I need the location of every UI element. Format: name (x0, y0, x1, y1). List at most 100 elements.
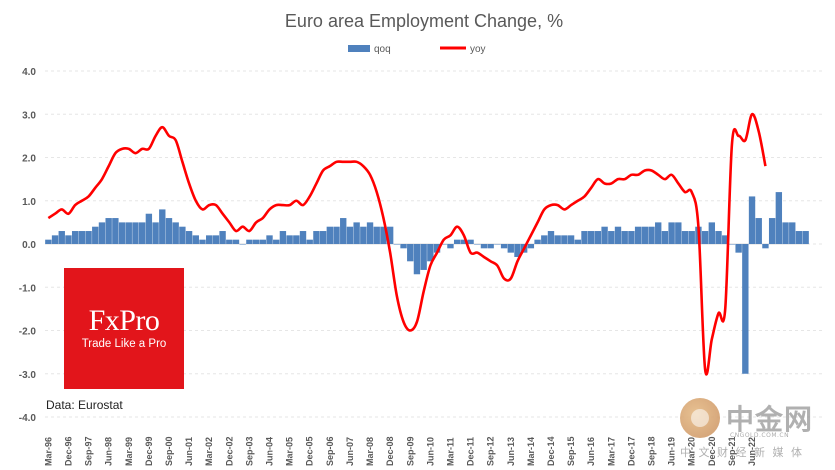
qoq-bar (655, 222, 662, 245)
qoq-bar (507, 244, 514, 253)
qoq-bar (782, 222, 789, 245)
qoq-bar (145, 213, 153, 244)
qoq-bar (789, 222, 796, 245)
qoq-bar (420, 244, 427, 270)
qoq-bar (527, 244, 535, 249)
x-tick-label: Sep-12 (486, 436, 496, 466)
x-tick-label: Dec-08 (385, 436, 395, 466)
logo-brand: FxPro (88, 304, 160, 337)
fxpro-logo: FxPro Trade Like a Pro (64, 268, 184, 389)
qoq-bar (373, 226, 380, 244)
x-tick-label: Sep-18 (647, 436, 657, 466)
qoq-bar (500, 244, 508, 249)
qoq-bar (768, 218, 776, 244)
qoq-bar (78, 231, 86, 244)
qoq-bar (735, 244, 742, 253)
x-tick-label: Dec-20 (707, 436, 717, 466)
y-tick-label: -2.0 (19, 327, 37, 338)
qoq-bar (299, 231, 307, 244)
qoq-bar (762, 244, 769, 249)
y-tick-label: 3.0 (22, 110, 36, 121)
qoq-bar (722, 235, 729, 244)
qoq-bar (92, 226, 99, 244)
x-tick-label: Sep-09 (405, 436, 415, 466)
qoq-bar (179, 226, 186, 244)
qoq-bar (400, 244, 407, 249)
qoq-bar (480, 244, 488, 249)
qoq-bar (273, 239, 280, 244)
qoq-bar (514, 244, 521, 257)
qoq-bar (226, 239, 233, 244)
qoq-bar (594, 231, 602, 244)
coin-icon (680, 398, 720, 438)
x-tick-label: Dec-05 (305, 436, 315, 466)
qoq-bar (125, 222, 132, 245)
qoq-bar (668, 222, 675, 245)
y-tick-label: -4.0 (19, 413, 37, 424)
y-tick-label: -1.0 (19, 283, 37, 294)
x-tick-label: Mar-14 (526, 437, 536, 466)
chart-title: Euro area Employment Change, % (285, 11, 563, 31)
qoq-bar (440, 244, 447, 245)
qoq-bar (386, 226, 394, 244)
qoq-bar (708, 222, 716, 245)
qoq-bar (58, 231, 65, 244)
qoq-bar (748, 196, 756, 244)
qoq-bar (212, 235, 220, 244)
legend-qoq-label: qoq (374, 44, 391, 55)
x-tick-label: Mar-17 (606, 437, 616, 466)
qoq-bar (259, 239, 266, 244)
qoq-bar (742, 244, 749, 374)
qoq-bar (279, 231, 287, 244)
qoq-bar (547, 231, 555, 244)
watermark-url: CNGOLD.COM.CN (730, 432, 790, 439)
x-tick-label: Dec-14 (546, 436, 556, 466)
qoq-bar (453, 239, 461, 244)
qoq-bar (366, 222, 374, 245)
qoq-bar (795, 231, 803, 244)
qoq-bar (313, 231, 320, 244)
data-source-note: Data: Eurostat (46, 398, 123, 412)
qoq-bar (85, 231, 92, 244)
qoq-bar (293, 235, 300, 244)
qoq-bar (199, 239, 206, 244)
qoq-bar (132, 222, 139, 245)
qoq-bar (165, 218, 173, 244)
qoq-bar (138, 222, 146, 245)
qoq-bar (413, 244, 421, 275)
x-tick-label: Sep-21 (727, 436, 737, 466)
y-tick-label: 1.0 (22, 197, 36, 208)
x-tick-label: Jun-01 (184, 437, 194, 466)
legend: qoq yoy (348, 44, 486, 55)
x-tick-label: Jun-22 (747, 437, 757, 466)
x-tick-label: Sep-06 (325, 436, 335, 466)
watermark-subtitle: 中 文 财 经 新 媒 体 (680, 446, 804, 459)
x-tick-label: Sep-03 (244, 436, 254, 466)
qoq-bar (460, 239, 468, 244)
x-tick-label: Mar-20 (687, 437, 697, 466)
qoq-bar (360, 226, 367, 244)
y-tick-label: 2.0 (22, 154, 36, 165)
cngold-watermark: 中金网 CNGOLD.COM.CN 中 文 财 经 新 媒 体 (672, 394, 832, 466)
qoq-bar (648, 226, 655, 244)
qoq-bar (494, 244, 501, 245)
logo-tagline: Trade Like a Pro (81, 338, 167, 350)
y-tick-label: -3.0 (19, 370, 37, 381)
qoq-bar (608, 231, 615, 244)
qoq-bar (634, 226, 642, 244)
qoq-bar (601, 226, 608, 244)
qoq-bar (574, 239, 581, 244)
x-tick-label: Jun-98 (104, 437, 114, 466)
qoq-bar (474, 244, 481, 245)
x-tick-label: Dec-99 (144, 436, 154, 466)
qoq-bar (427, 244, 434, 262)
watermark-name: 中金网 (726, 403, 814, 436)
y-axis-ticks: 4.0 3.0 2.0 1.0 0.0 -1.0 -2.0 -3.0 -4.0 (19, 67, 37, 424)
qoq-bar (393, 244, 401, 245)
qoq-bar (675, 222, 682, 245)
x-tick-label: Sep-97 (84, 436, 94, 466)
qoq-bar (105, 218, 112, 244)
qoq-bar (286, 235, 293, 244)
qoq-bar (621, 231, 628, 244)
qoq-bar (534, 239, 541, 244)
